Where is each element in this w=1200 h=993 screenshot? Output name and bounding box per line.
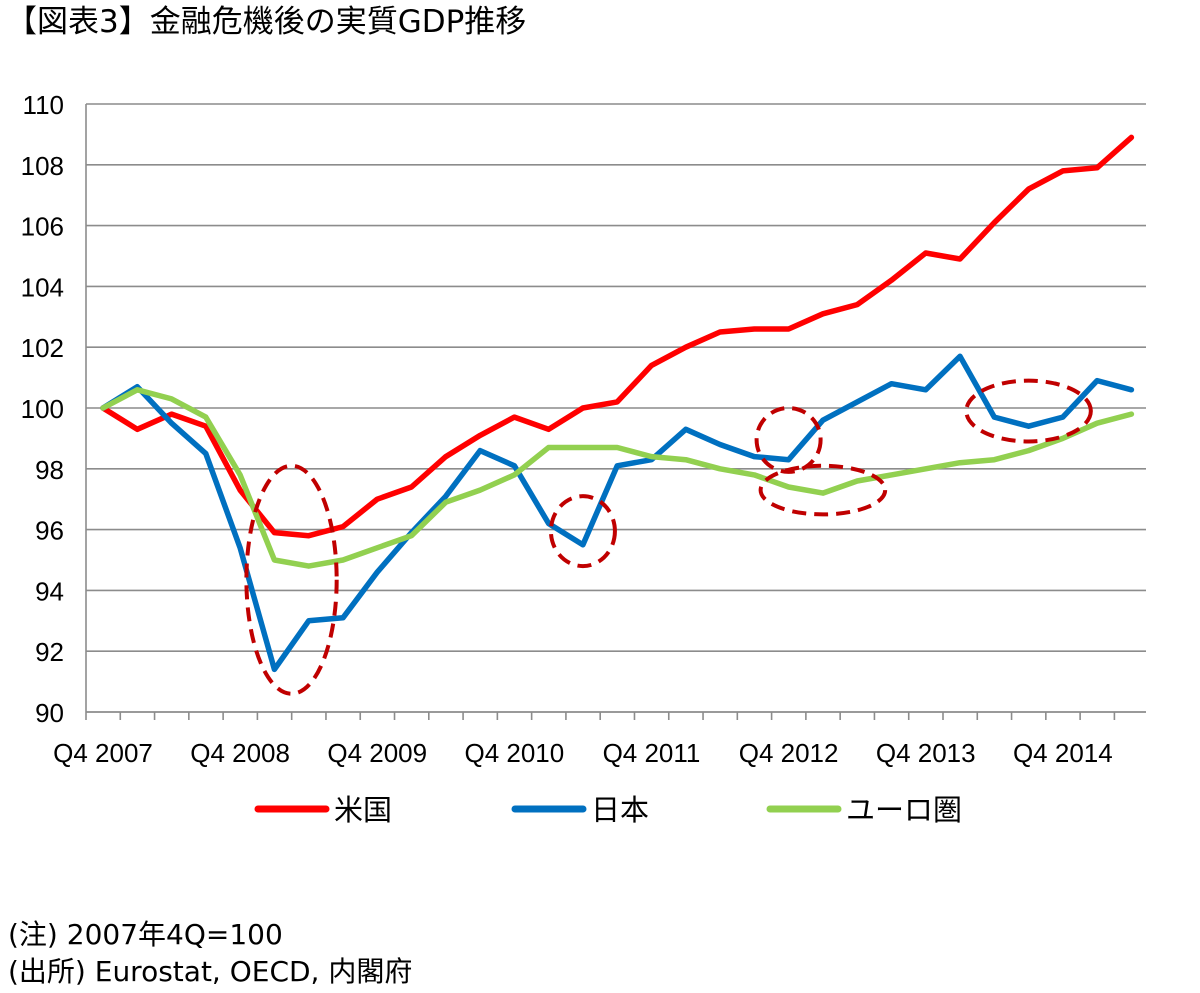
x-tick-label: Q4 2013 — [876, 738, 976, 768]
y-tick-label: 102 — [21, 333, 64, 363]
y-tick-label: 90 — [35, 698, 64, 728]
x-tick-label: Q4 2007 — [53, 738, 153, 768]
series-line-1 — [100, 353, 1135, 673]
legend-label-0: 米国 — [334, 793, 392, 827]
x-tick-label: Q4 2009 — [327, 738, 427, 768]
y-tick-label: 100 — [21, 394, 64, 424]
y-tick-label: 98 — [35, 455, 64, 485]
gridlines — [86, 103, 1146, 713]
y-tick-label: 106 — [21, 212, 64, 242]
x-tick-label: Q4 2010 — [464, 738, 564, 768]
y-tick-label: 92 — [35, 637, 64, 667]
annotation-ellipse-3 — [758, 463, 888, 517]
note-source: (出所) Eurostat, OECD, 内閣府 — [8, 955, 413, 988]
annotation-ellipses — [244, 378, 1093, 696]
annotation-ellipse-1 — [548, 494, 617, 569]
series-line-0 — [100, 134, 1135, 539]
legend-label-1: 日本 — [591, 793, 649, 827]
y-tick-label: 104 — [21, 272, 64, 302]
note-base-year: (注) 2007年4Q=100 — [8, 918, 283, 951]
x-tick-label: Q4 2011 — [603, 738, 701, 768]
chart-title: 【図表3】金融危機後の実質GDP推移 — [6, 4, 527, 40]
y-tick-label: 94 — [35, 576, 64, 606]
x-tick-label: Q4 2014 — [1013, 738, 1113, 768]
series-line-2 — [100, 387, 1135, 569]
y-tick-label: 108 — [21, 151, 64, 181]
annotation-ellipse-4 — [964, 378, 1093, 444]
legend-label-2: ユーロ圏 — [846, 793, 962, 827]
y-tick-label: 96 — [35, 516, 64, 546]
y-tick-label: 110 — [23, 90, 64, 120]
axes: 90 92 94 96 98 100 102 104 106 108 110 Q4 2007 Q4 20… — [21, 90, 1146, 768]
annotation-ellipse-0 — [244, 463, 339, 696]
legend: 米国 日本 ユーロ圏 — [254, 793, 962, 827]
series-lines — [100, 134, 1135, 673]
x-tick-label: Q4 2008 — [190, 738, 290, 768]
x-tick-label: Q4 2012 — [739, 738, 839, 768]
